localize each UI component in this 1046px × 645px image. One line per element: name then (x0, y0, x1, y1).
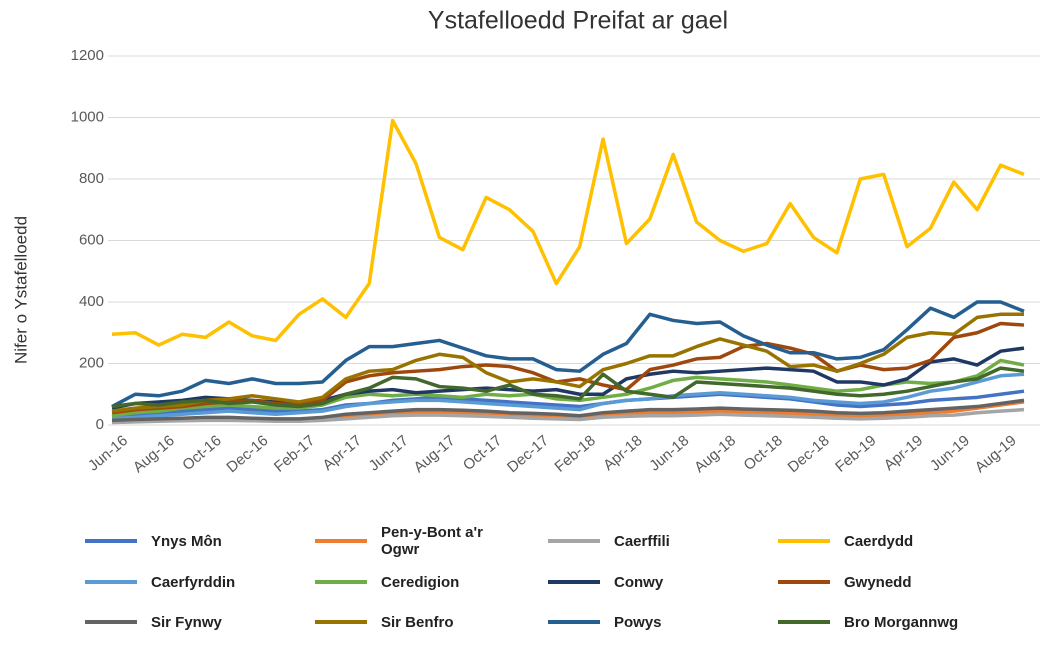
legend-label: Pen-y-Bont a'r Ogwr (381, 524, 483, 558)
x-tick-label: Oct-17 (460, 432, 505, 474)
legend-swatch (85, 539, 137, 543)
x-tick-label: Apr-19 (881, 432, 926, 474)
x-tick-label: Feb-18 (551, 432, 598, 476)
series-line (111, 118, 1025, 347)
series-line (111, 358, 1025, 418)
legend-swatch (778, 539, 830, 543)
chart: Ystafelloedd Preifat ar gael Nifer o Yst… (11, 7, 1040, 476)
y-axis-title: Nifer o Ystafelloedd (11, 216, 30, 364)
legend-swatch (85, 580, 137, 584)
series-line (111, 312, 1024, 413)
series-line (111, 300, 1025, 409)
chart-title: Ystafelloedd Preifat ar gael (428, 7, 728, 35)
legend-label: Caerfyrddin (151, 573, 236, 591)
x-tick-label: Jun-19 (927, 432, 973, 475)
legend-label: Bro Morgannwg (844, 613, 959, 631)
x-tick-label: Apr-17 (320, 432, 365, 474)
y-tick-label: 600 (79, 231, 104, 248)
legend-label: Caerffili (614, 532, 670, 550)
legend-label: Sir Benfro (381, 613, 454, 631)
x-tick-label: Jun-17 (366, 432, 412, 475)
y-tick-label: 200 (79, 354, 104, 371)
legend-swatch (548, 539, 600, 543)
x-tick-label: Feb-17 (271, 432, 318, 476)
y-tick-label: 1200 (71, 47, 104, 64)
x-tick-label: Feb-19 (832, 432, 879, 476)
legend-label: Caerdydd (844, 532, 914, 550)
legend-swatch (548, 620, 600, 624)
series-line (111, 372, 1025, 421)
series-line (111, 398, 1025, 423)
series-line (111, 366, 1025, 409)
x-tick-label: Aug-16 (130, 432, 178, 476)
x-tick-label: Aug-18 (691, 432, 739, 476)
y-tick-label: 800 (79, 170, 104, 187)
legend-label: Ceredigion (381, 573, 460, 591)
x-tick-label: Jun-18 (646, 432, 692, 475)
legend-swatch (315, 620, 367, 624)
legend-label: Sir Fynwy (151, 613, 222, 631)
legend-swatch (778, 620, 830, 624)
legend-label: Ynys Môn (151, 532, 222, 550)
x-tick-label: Apr-18 (600, 432, 645, 474)
legend-label: Conwy (614, 573, 664, 591)
legend-label: Gwynedd (844, 573, 912, 591)
legend-label: Powys (614, 613, 662, 631)
x-tick-label: Dec-17 (504, 432, 552, 476)
y-tick-label: 1000 (71, 108, 104, 125)
x-tick-label: Dec-18 (785, 432, 833, 476)
series-line (111, 389, 1025, 418)
x-tick-label: Dec-16 (223, 432, 271, 476)
x-tick-label: Oct-18 (740, 432, 785, 474)
legend-swatch (315, 580, 367, 584)
legend-swatch (85, 620, 137, 624)
legend-swatch (548, 580, 600, 584)
legend-swatch (315, 539, 367, 543)
x-tick-label: Oct-16 (179, 432, 224, 474)
y-tick-label: 0 (96, 416, 104, 433)
x-tick-label: Aug-17 (411, 432, 459, 476)
x-tick-label: Jun-16 (85, 432, 131, 475)
x-tick-label: Aug-19 (972, 432, 1020, 476)
series-line (111, 407, 1025, 425)
y-tick-label: 400 (79, 293, 104, 310)
legend-swatch (778, 580, 830, 584)
